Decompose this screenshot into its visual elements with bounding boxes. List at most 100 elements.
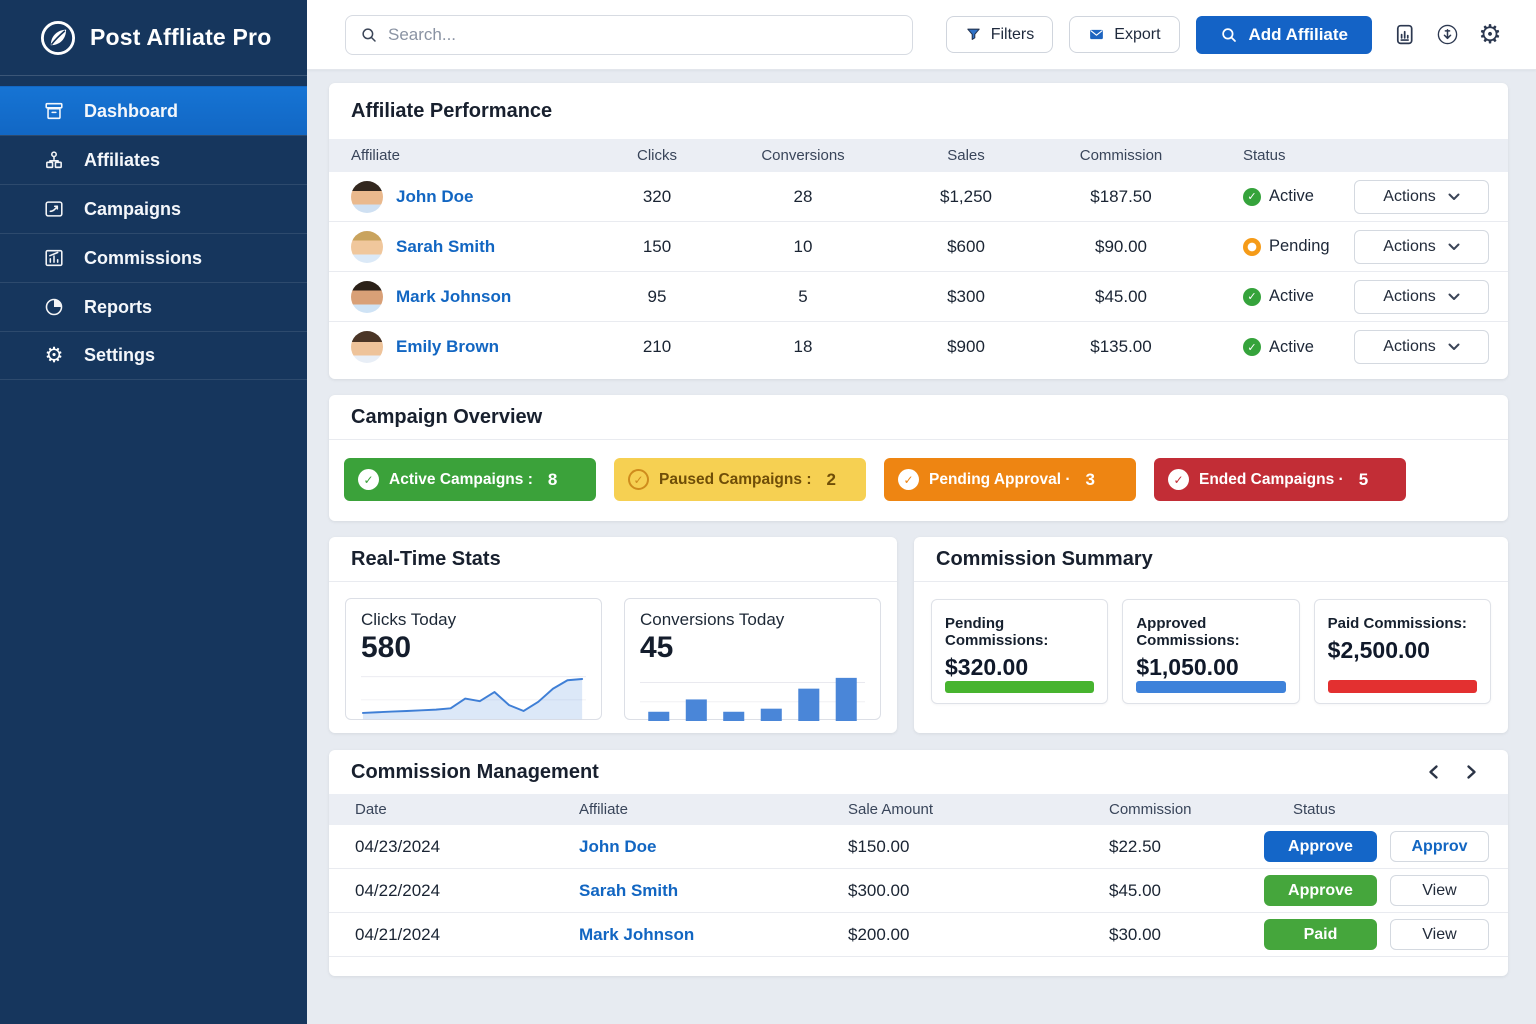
search-icon <box>1221 27 1236 42</box>
sidebar-item-affiliates[interactable]: Affiliates <box>0 135 307 184</box>
actions-dropdown[interactable]: Actions <box>1354 279 1489 314</box>
affiliate-performance-body: John Doe 320 28 $1,250 $187.50 ✓ Active Actions… <box>329 172 1508 372</box>
campaign-badge-active-campaigns[interactable]: ✓ Active Campaigns : 8 <box>344 458 596 501</box>
clicks-today-label: Clicks Today <box>361 610 457 629</box>
column-header-clicks: Clicks <box>637 147 677 164</box>
summary-color-bar <box>1136 681 1286 693</box>
conversions-bar-chart <box>640 669 865 721</box>
clicks-value: 95 <box>647 286 667 306</box>
conversions-value: 28 <box>793 186 813 206</box>
sidebar-item-label: Reports <box>84 296 153 317</box>
commissions-icon <box>42 246 66 270</box>
add-affiliate-label: Add Affiliate <box>1248 24 1348 44</box>
sidebar-item-campaigns[interactable]: Campaigns <box>0 184 307 233</box>
chevron-down-icon <box>1448 243 1460 250</box>
download-circle-icon[interactable] <box>1429 17 1465 53</box>
sidebar-item-dashboard[interactable]: Dashboard <box>0 86 307 135</box>
commission-summary-grid: Pending Commissions: $320.00 Approved Comm… <box>914 582 1508 721</box>
clicks-sparkline-chart <box>361 669 586 721</box>
conversions-value: 5 <box>798 286 808 306</box>
view-button[interactable]: View <box>1390 919 1489 950</box>
summary-label: Approved Commissions: <box>1136 615 1240 649</box>
affiliate-link[interactable]: Mark Johnson <box>396 286 512 306</box>
campaign-overview-title: Campaign Overview <box>351 405 543 428</box>
conversions-today-value: 45 <box>640 631 674 664</box>
sale-amount-value: $150.00 <box>848 836 910 856</box>
clicks-today-card: Clicks Today 580 <box>345 598 602 720</box>
paid-button[interactable]: Paid <box>1264 919 1377 950</box>
search-input[interactable] <box>388 24 898 45</box>
add-affiliate-button[interactable]: Add Affiliate <box>1195 15 1372 54</box>
campaign-badge-paused-campaigns[interactable]: ✓ Paused Campaigns : 2 <box>614 458 866 501</box>
status-badge: Active <box>1269 337 1314 356</box>
chevron-right-icon[interactable] <box>1456 757 1486 787</box>
actions-dropdown[interactable]: Actions <box>1354 229 1489 264</box>
approv-button[interactable]: Approv <box>1390 831 1489 862</box>
affiliate-link[interactable]: Sarah Smith <box>579 880 679 900</box>
conversions-today-label: Conversions Today <box>640 610 785 629</box>
campaign-badge-pending-approval[interactable]: ✓ Pending Approval · 3 <box>884 458 1136 501</box>
sidebar-item-label: Commissions <box>84 247 203 268</box>
badge-label: Ended Campaigns · <box>1199 470 1344 488</box>
chevron-down-icon <box>1448 193 1460 200</box>
sale-amount-value: $200.00 <box>848 924 910 944</box>
affiliate-link[interactable]: Mark Johnson <box>579 924 695 944</box>
summary-value: $2,500.00 <box>1327 637 1430 663</box>
table-row: Mark Johnson 95 5 $300 $45.00 ✓ Active Actions <box>329 272 1508 322</box>
filters-button[interactable]: Filters <box>945 16 1054 53</box>
campaign-badges-row: ✓ Active Campaigns : 8 ✓ Paused Campaigns : 2… <box>329 440 1508 501</box>
sidebar-item-commissions[interactable]: Commissions <box>0 233 307 282</box>
commission-value: $187.50 <box>1090 186 1152 206</box>
commission-value: $135.00 <box>1090 337 1152 356</box>
sales-value: $300 <box>947 286 985 306</box>
affiliate-link[interactable]: John Doe <box>579 836 657 856</box>
view-button[interactable]: View <box>1390 875 1489 906</box>
approve-button[interactable]: Approve <box>1264 831 1377 862</box>
actions-dropdown[interactable]: Actions <box>1354 179 1489 214</box>
check-circle-icon: ✓ <box>358 469 379 490</box>
device-report-icon[interactable] <box>1386 17 1422 53</box>
campaign-badge-ended-campaigns[interactable]: ✓ Ended Campaigns · 5 <box>1154 458 1406 501</box>
column-header-status: Status <box>1293 801 1336 818</box>
commission-value: $45.00 <box>1109 880 1161 900</box>
export-label: Export <box>1114 25 1161 43</box>
campaign-overview-card: Campaign Overview ✓ Active Campaigns : 8 ✓ P… <box>329 395 1508 521</box>
reports-icon <box>42 295 66 319</box>
date-value: 04/21/2024 <box>355 924 441 944</box>
sidebar-item-reports[interactable]: Reports <box>0 282 307 331</box>
sidebar-item-settings[interactable]: ⚙ Settings <box>0 331 307 380</box>
clicks-today-value: 580 <box>361 631 412 664</box>
summary-color-bar <box>1327 680 1477 693</box>
column-header-sales: Sales <box>947 147 985 164</box>
affiliate-link[interactable]: Sarah Smith <box>396 236 496 256</box>
affiliates-icon <box>42 148 66 172</box>
status-badge: Active <box>1269 187 1314 205</box>
actions-dropdown[interactable]: Actions <box>1354 330 1489 364</box>
badge-label: Active Campaigns : <box>389 470 533 488</box>
summary-color-bar <box>945 681 1095 693</box>
dashboard-icon <box>42 99 66 123</box>
affiliate-performance-header-row: Affiliate Clicks Conversions Sales Commi… <box>329 139 1508 172</box>
sidebar-item-label: Dashboard <box>84 100 179 121</box>
topbar: Filters Export Add Affiliate ⚙ <box>307 0 1536 70</box>
badge-count: 8 <box>547 469 558 489</box>
column-header-affiliate: Affiliate <box>579 801 628 818</box>
commission-management-body: 04/23/2024 John Doe $150.00 $22.50 Approve Ap… <box>329 825 1508 957</box>
clicks-value: 210 <box>642 337 672 356</box>
affiliate-link[interactable]: Emily Brown <box>396 337 499 356</box>
app-logo[interactable]: Post Affliate Pro <box>0 0 307 76</box>
date-value: 04/22/2024 <box>355 880 441 900</box>
commission-value: $22.50 <box>1109 836 1161 856</box>
sidebar-item-label: Affiliates <box>84 149 161 170</box>
column-header-sale-amount: Sale Amount <box>848 801 934 818</box>
gear-icon[interactable]: ⚙ <box>1472 17 1508 53</box>
approve-button[interactable]: Approve <box>1264 875 1377 906</box>
affiliate-link[interactable]: John Doe <box>396 186 474 206</box>
export-button[interactable]: Export <box>1069 16 1180 53</box>
chevron-left-icon[interactable] <box>1418 757 1448 787</box>
search-icon <box>362 27 376 42</box>
conversions-value: 10 <box>793 236 813 256</box>
commission-value: $30.00 <box>1109 924 1161 944</box>
chevron-down-icon <box>1448 343 1460 350</box>
